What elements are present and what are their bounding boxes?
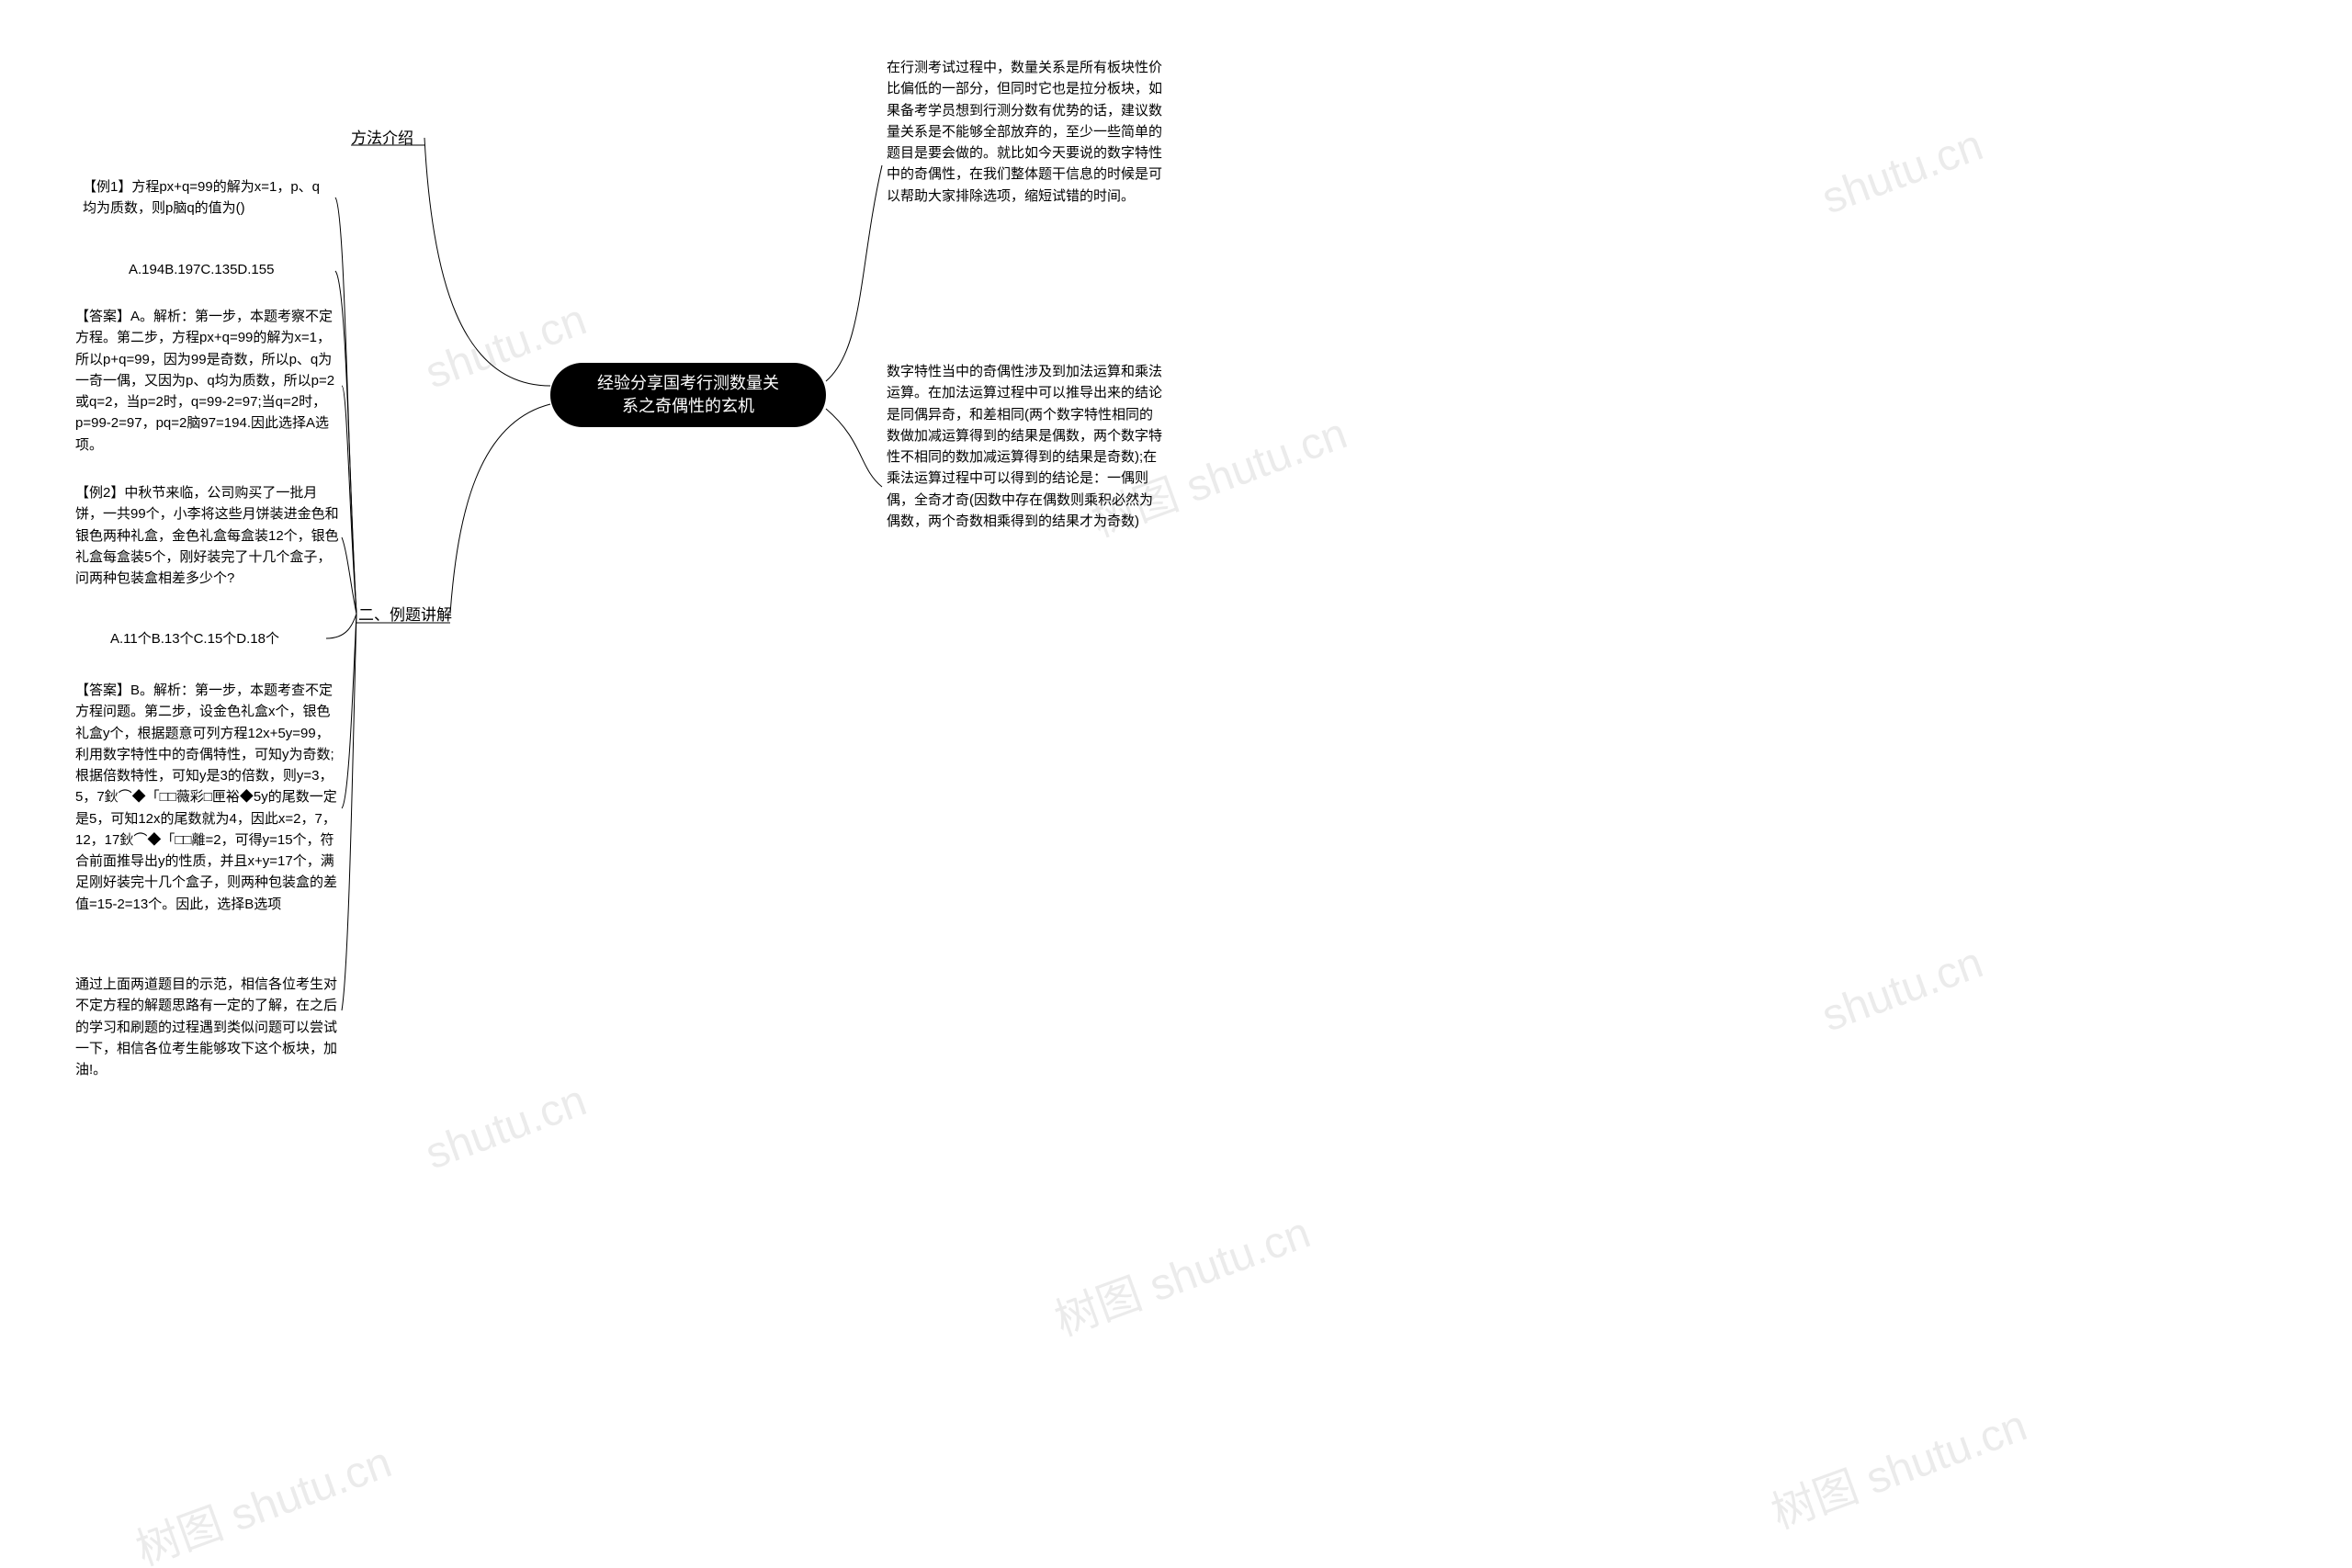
connection-lines [0,0,2352,1568]
center-title: 经验分享国考行测数量关系之奇偶性的玄机 [597,372,779,418]
example-item-2: A.194B.197C.135D.155 [129,259,331,280]
example-item-5: A.11个B.13个C.15个D.18个 [110,628,322,649]
branch-examples: 二、例题讲解 [358,602,452,625]
method-paragraph-1: 在行测考试过程中，数量关系是所有板块性价比偏低的一部分，但同时它也是拉分板块，如… [887,57,1162,207]
example-item-3: 【答案】A。解析：第一步，本题考察不定方程。第二步，方程px+q=99的解为x=… [75,306,342,456]
example-item-1: 【例1】方程px+q=99的解为x=1，p、q均为质数，则p脑q的值为() [83,176,331,220]
branch-methods: 方法介绍 [351,125,413,148]
method-paragraph-2: 数字特性当中的奇偶性涉及到加法运算和乘法运算。在加法运算过程中可以推导出来的结论… [887,361,1162,532]
example-item-6: 【答案】B。解析：第一步，本题考查不定方程问题。第二步，设金色礼盒x个，银色礼盒… [75,680,342,915]
example-item-7: 通过上面两道题目的示范，相信各位考生对不定方程的解题思路有一定的了解，在之后的学… [75,974,342,1080]
example-item-4: 【例2】中秋节来临，公司购买了一批月饼，一共99个，小李将这些月饼装进金色和银色… [75,482,342,589]
center-topic: 经验分享国考行测数量关系之奇偶性的玄机 [550,363,826,427]
